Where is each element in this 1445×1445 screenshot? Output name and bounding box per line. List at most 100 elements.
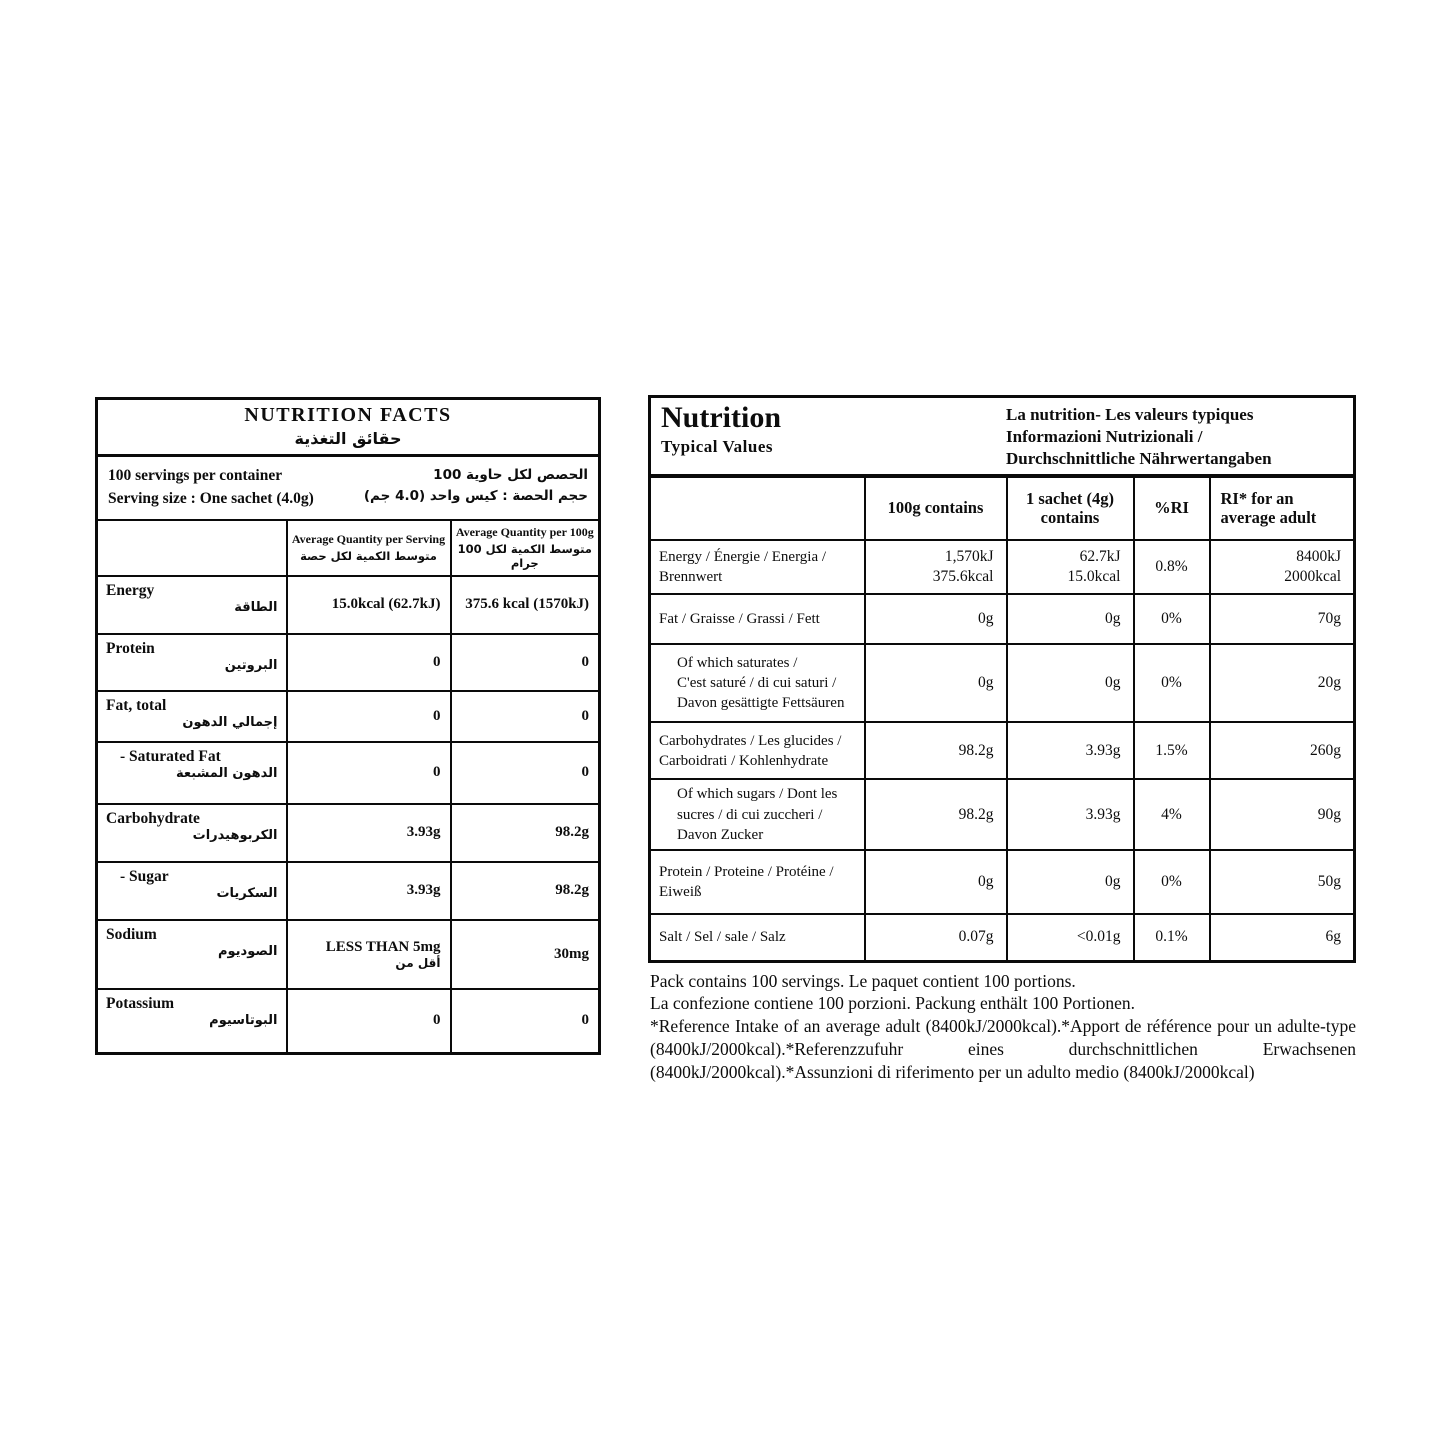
nutrition-typical-values-table: Nutrition Typical Values La nutrition- L… xyxy=(648,395,1357,963)
nutrition-title: Nutrition xyxy=(661,401,781,434)
fat-total-label-cell: Fat, total إجمالي الدهون xyxy=(95,689,288,743)
salt-sachet-value: <0.01g xyxy=(1005,913,1135,963)
table-row: Salt / Sel / sale / Salz 0.07g <0.01g 0.… xyxy=(648,913,1356,963)
fat-sachet-value: 0g xyxy=(1005,593,1135,646)
energy-ri-percent: 0.8% xyxy=(1132,539,1211,596)
table-row: Of which sugars / Dont les sucres / di c… xyxy=(648,778,1356,852)
column-header-100g: 100g contains xyxy=(863,475,1008,542)
energy-sachet-value: 62.7kJ 15.0kcal xyxy=(1005,539,1135,596)
carbohydrates-ri-adult: 260g xyxy=(1208,721,1356,781)
fat-total-per-serving-value: 0 xyxy=(285,689,452,743)
fat-total-per-100g-value: 0 xyxy=(449,689,601,743)
table-row: - Sugar السكريات 3.93g 98.2g xyxy=(95,860,601,921)
protein-ri-adult: 50g xyxy=(1208,849,1356,916)
saturated-fat-per-100g-value: 0 xyxy=(449,740,601,805)
energy-ri-adult: 8400kJ 2000kcal xyxy=(1208,539,1356,596)
sodium-per-serving-arabic: أقل من xyxy=(395,955,441,970)
nutrition-facts-table: NUTRITION FACTS حقائق التغذية 100 servin… xyxy=(95,397,602,1055)
table-row: Energy الطاقة 15.0kcal (62.7kJ) 375.6 kc… xyxy=(95,574,601,635)
table-row: Protein / Proteine / Protéine / Eiweiß 0… xyxy=(648,849,1356,916)
servings-info-arabic: الحصص لكل حاوية 100 حجم الحصة : كيس واحد… xyxy=(363,467,589,505)
sugars-sachet-value: 3.93g xyxy=(1005,778,1135,852)
carbohydrate-label-cell: Carbohydrate الكربوهيدرات xyxy=(95,802,288,863)
row-label: - Saturated Fat xyxy=(120,747,221,765)
fat-ri-adult: 70g xyxy=(1208,593,1356,646)
reference-intake-paragraph: *Reference Intake of an average adult (8… xyxy=(650,1016,1356,1082)
table-row: Carbohydrate الكربوهيدرات 3.93g 98.2g xyxy=(95,802,601,863)
table-row: Potassium البوتاسيوم 0 0 xyxy=(95,987,601,1055)
salt-ri-adult: 6g xyxy=(1208,913,1356,963)
table-row: Fat, total إجمالي الدهون 0 0 xyxy=(95,689,601,743)
per-100g-header-english: Average Quantity per 100g xyxy=(455,525,594,539)
carbohydrates-row-label: Carbohydrates / Les glucides / Carboidra… xyxy=(648,721,866,781)
row-label-arabic: الطاقة xyxy=(234,599,278,615)
energy-label-cell: Energy الطاقة xyxy=(95,574,288,635)
sugar-label-cell: - Sugar السكريات xyxy=(95,860,288,921)
sugars-100g-value: 98.2g xyxy=(863,778,1008,852)
saturates-sachet-value: 0g xyxy=(1005,643,1135,724)
protein-per-100g-value: 0 xyxy=(449,632,601,692)
nutrition-facts-title: NUTRITION FACTS xyxy=(244,404,452,426)
pack-servings-line-1: Pack contains 100 servings. Le paquet co… xyxy=(650,971,1076,991)
row-label-arabic: الدهون المشبعة xyxy=(176,765,278,781)
energy-row-label: Energy / Énergie / Energia / Brennwert xyxy=(648,539,866,596)
saturated-fat-label-cell: - Saturated Fat الدهون المشبعة xyxy=(95,740,288,805)
table-row: - Saturated Fat الدهون المشبعة 0 0 xyxy=(95,740,601,805)
saturates-ri-percent: 0% xyxy=(1132,643,1211,724)
row-label-arabic: البوتاسيوم xyxy=(209,1012,278,1028)
sugars-ri-percent: 4% xyxy=(1132,778,1211,852)
multilingual-title: La nutrition- Les valeurs typiques Infor… xyxy=(1006,405,1272,469)
protein-label-cell: Protein البروتين xyxy=(95,632,288,692)
carbohydrates-sachet-value: 3.93g xyxy=(1005,721,1135,781)
sugars-ri-adult: 90g xyxy=(1208,778,1356,852)
row-label-arabic: السكريات xyxy=(216,885,278,901)
sodium-per-100g-value: 30mg xyxy=(449,918,601,990)
energy-per-serving-value: 15.0kcal (62.7kJ) xyxy=(285,574,452,635)
salt-100g-value: 0.07g xyxy=(863,913,1008,963)
row-label: Energy xyxy=(106,581,155,599)
typical-values-subtitle: Typical Values xyxy=(661,436,774,456)
potassium-label-cell: Potassium البوتاسيوم xyxy=(95,987,288,1055)
row-label: - Sugar xyxy=(120,867,169,885)
potassium-per-serving-value: 0 xyxy=(285,987,452,1055)
carbohydrate-per-serving-value: 3.93g xyxy=(285,802,452,863)
saturates-ri-adult: 20g xyxy=(1208,643,1356,724)
row-label-arabic: الكربوهيدرات xyxy=(192,827,278,843)
protein-100g-value: 0g xyxy=(863,849,1008,916)
per-serving-header-arabic: متوسط الكمية لكل حصة xyxy=(300,549,437,563)
typical-values-header: Nutrition Typical Values La nutrition- L… xyxy=(648,395,1356,479)
row-label: Fat, total xyxy=(106,696,167,714)
protein-ri-percent: 0% xyxy=(1132,849,1211,916)
fat-row-label: Fat / Graisse / Grassi / Fett xyxy=(648,593,866,646)
saturated-fat-per-serving-value: 0 xyxy=(285,740,452,805)
empty-corner-cell xyxy=(95,518,288,577)
nutrition-facts-header: NUTRITION FACTS حقائق التغذية xyxy=(95,397,601,457)
protein-per-serving-value: 0 xyxy=(285,632,452,692)
row-label: Sodium xyxy=(106,925,157,943)
table-row: Of which saturates / C'est saturé / di c… xyxy=(648,643,1356,724)
sugar-per-100g-value: 98.2g xyxy=(449,860,601,921)
per-serving-header-english: Average Quantity per Serving xyxy=(291,532,446,546)
saturates-100g-value: 0g xyxy=(863,643,1008,724)
table-row: Carbohydrates / Les glucides / Carboidra… xyxy=(648,721,1356,781)
column-header-per-100g: Average Quantity per 100g متوسط الكمية ل… xyxy=(449,518,601,577)
carbohydrates-100g-value: 98.2g xyxy=(863,721,1008,781)
table-row: Energy / Énergie / Energia / Brennwert 1… xyxy=(648,539,1356,596)
sugar-per-serving-value: 3.93g xyxy=(285,860,452,921)
carbohydrate-per-100g-value: 98.2g xyxy=(449,802,601,863)
column-header-ri-percent: %RI xyxy=(1132,475,1211,542)
row-label-arabic: البروتين xyxy=(224,657,278,673)
column-header-per-serving: Average Quantity per Serving متوسط الكمي… xyxy=(285,518,452,577)
nutrition-facts-title-arabic: حقائق التغذية xyxy=(294,429,402,448)
energy-100g-value: 1,570kJ 375.6kcal xyxy=(863,539,1008,596)
empty-corner-cell xyxy=(648,475,866,542)
per-100g-header-arabic: متوسط الكمية لكل 100 جرام xyxy=(457,542,592,570)
sodium-label-cell: Sodium الصوديوم xyxy=(95,918,288,990)
table-row: Sodium الصوديوم LESS THAN 5mg أقل من 30m… xyxy=(95,918,601,990)
row-label: Protein xyxy=(106,639,155,657)
fat-ri-percent: 0% xyxy=(1132,593,1211,646)
column-header-sachet: 1 sachet (4g) contains xyxy=(1005,475,1135,542)
table-row: Fat / Graisse / Grassi / Fett 0g 0g 0% 7… xyxy=(648,593,1356,646)
sugars-row-label: Of which sugars / Dont les sucres / di c… xyxy=(648,778,866,852)
